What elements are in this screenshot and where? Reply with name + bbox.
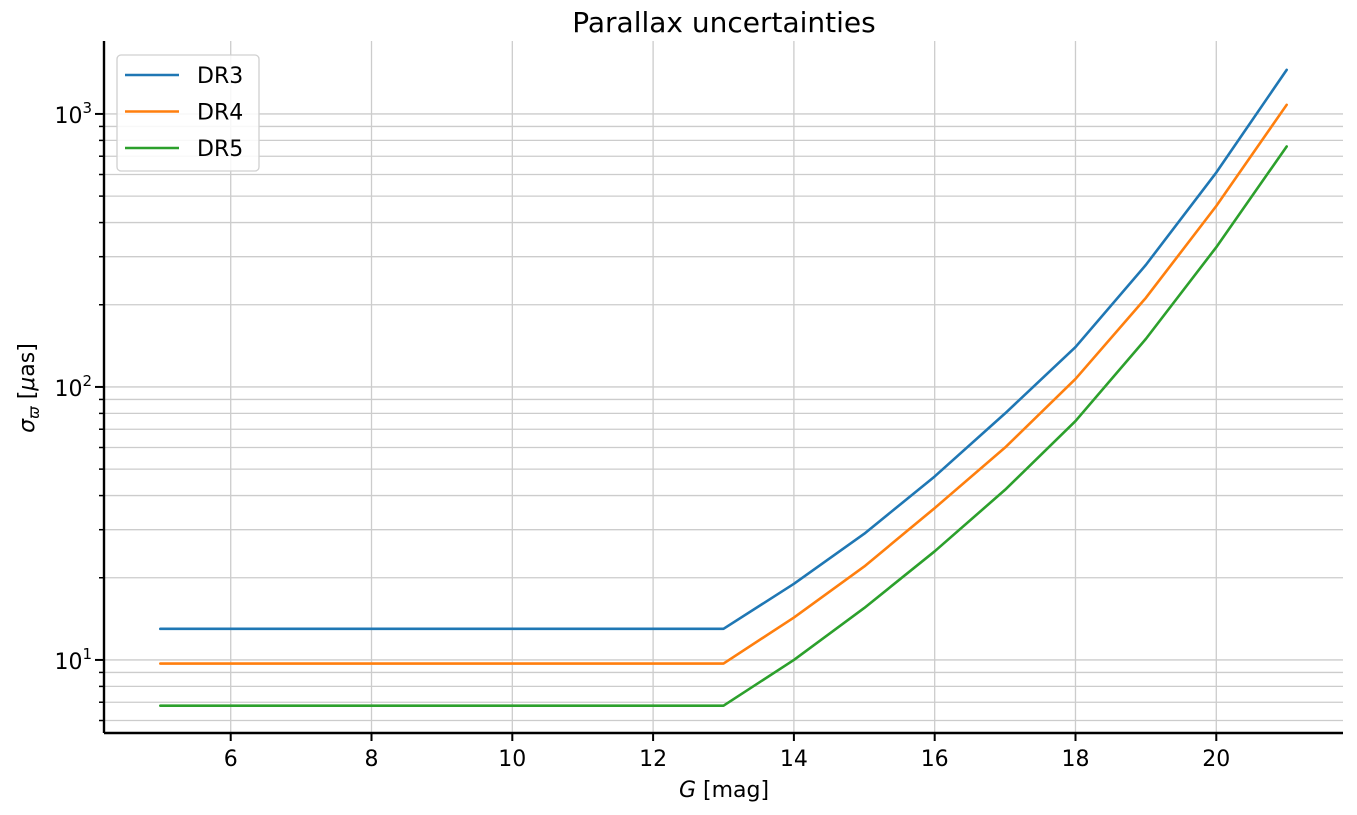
x-tick-label: 12 [639,747,667,772]
legend-label-dr3: DR3 [197,64,243,89]
y-tick-exponent: 3 [82,99,92,117]
y-tick-label: 102 [54,372,92,402]
legend-label-dr5: DR5 [197,137,243,162]
x-tick-label: 10 [498,747,526,772]
y-axis-symbol: σ [15,418,40,433]
x-tick-label: 16 [921,747,949,772]
x-axis-symbol: G [679,778,696,803]
y-tick-exponent: 2 [82,372,92,390]
y-tick-base: 10 [54,104,82,129]
y-axis-unit-mu: μ [15,377,40,392]
y-axis-unit-rest: as] [15,343,40,377]
y-axis-subscript: ϖ [25,406,43,419]
legend-label-dr4: DR4 [197,101,243,126]
y-axis-label: σϖ [μas] [15,343,43,433]
legend: DR3 DR4 DR5 [116,54,260,172]
x-axis-unit: [mag] [696,778,769,803]
y-tick-base: 10 [54,650,82,675]
y-tick-exponent: 1 [82,645,92,663]
series-line-dr5 [159,145,1288,707]
grid-layer [104,41,1343,733]
x-tick-label: 6 [224,747,238,772]
series-line-dr3 [159,68,1288,631]
y-tick-label: 101 [54,645,92,675]
x-tick-label: 8 [365,747,379,772]
chart-title: Parallax uncertainties [572,6,876,39]
series-line-dr4 [159,103,1288,665]
x-axis-label: G [mag] [679,778,769,803]
x-tick-label: 18 [1061,747,1089,772]
y-axis-unit-prefix: [ [15,391,40,407]
y-tick-base: 10 [54,377,82,402]
x-tick-label: 20 [1202,747,1230,772]
series-layer [159,68,1288,707]
y-tick-label: 103 [54,99,92,129]
x-tick-label: 14 [780,747,808,772]
x-ticks: 6 8 10 12 14 16 18 20 [224,733,1230,772]
legend-box [116,54,260,172]
